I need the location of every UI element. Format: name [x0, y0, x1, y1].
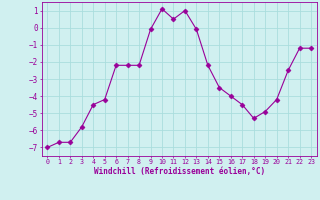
X-axis label: Windchill (Refroidissement éolien,°C): Windchill (Refroidissement éolien,°C) [94, 167, 265, 176]
